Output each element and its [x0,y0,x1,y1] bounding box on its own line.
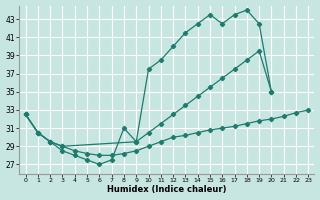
X-axis label: Humidex (Indice chaleur): Humidex (Indice chaleur) [107,185,227,194]
